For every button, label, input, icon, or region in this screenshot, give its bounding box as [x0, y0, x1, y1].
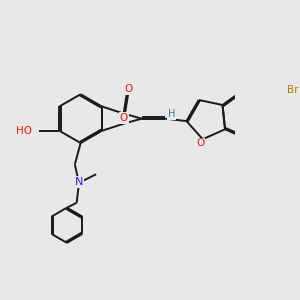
Text: O: O	[196, 138, 205, 148]
Text: H: H	[168, 110, 175, 119]
Text: O: O	[120, 113, 128, 123]
Text: O: O	[124, 84, 133, 94]
Text: HO: HO	[16, 126, 32, 136]
Text: N: N	[75, 177, 83, 187]
Text: Br: Br	[287, 85, 298, 95]
